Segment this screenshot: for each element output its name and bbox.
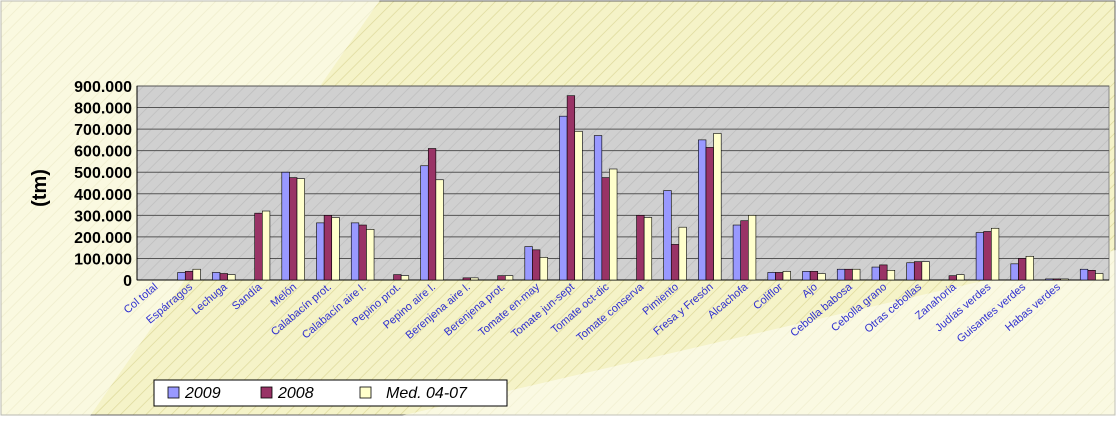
bar-2009 xyxy=(524,246,533,281)
bar-med-04-07 xyxy=(643,217,653,281)
bar-2008 xyxy=(1018,258,1027,281)
bar-2008 xyxy=(879,264,888,281)
bar-2009 xyxy=(593,135,603,281)
bar-2008 xyxy=(462,277,471,281)
bar-2008 xyxy=(323,215,333,281)
bar-2008 xyxy=(948,275,957,281)
bar-med-04-07 xyxy=(261,210,271,281)
y-tick-label: 0 xyxy=(123,273,132,290)
bar-med-04-07 xyxy=(782,271,791,281)
bar-2008 xyxy=(289,177,298,281)
bar-2008 xyxy=(219,273,228,281)
bar-med-04-07 xyxy=(1025,255,1034,281)
bar-med-04-07 xyxy=(886,269,896,281)
legend-box xyxy=(153,379,508,407)
bars xyxy=(177,95,1104,281)
legend-swatch-2009 xyxy=(167,386,180,399)
bar-2009 xyxy=(871,266,880,281)
legend: 2009 2008 Med. 04-07 xyxy=(153,379,508,407)
legend-swatch-2008 xyxy=(260,386,273,399)
bar-2009 xyxy=(698,139,707,281)
y-tick-label: 100.000 xyxy=(74,251,132,268)
bar-med-04-07 xyxy=(713,133,722,281)
bar-2009 xyxy=(836,268,846,281)
bar-2009 xyxy=(1045,278,1054,281)
bar-med-04-07 xyxy=(331,217,340,281)
bar-med-04-07 xyxy=(1060,278,1069,281)
y-tick-label: 700.000 xyxy=(74,122,132,139)
y-tick-label: 200.000 xyxy=(74,230,132,247)
y-axis-title: (tm) xyxy=(29,169,51,207)
y-tick-label: 600.000 xyxy=(74,144,132,161)
y-tick-label: 400.000 xyxy=(74,187,132,204)
bar-med-04-07 xyxy=(227,274,236,281)
bar-2009 xyxy=(767,272,776,281)
bar-2008 xyxy=(809,271,819,281)
bar-2009 xyxy=(212,272,221,281)
bar-2008 xyxy=(740,220,749,281)
bar-2008 xyxy=(636,215,645,281)
bar-2008 xyxy=(254,212,263,281)
bar-med-04-07 xyxy=(990,227,1000,281)
bar-med-04-07 xyxy=(956,274,965,281)
y-tick-label: 500.000 xyxy=(74,165,132,182)
bar-2009 xyxy=(906,262,915,281)
y-tick-label: 800.000 xyxy=(74,101,132,118)
bar-2008 xyxy=(670,244,680,281)
bar-2009 xyxy=(1010,263,1019,281)
bar-2009 xyxy=(420,165,429,281)
legend-label-2008: 2008 xyxy=(277,385,314,402)
bar-2009 xyxy=(316,222,325,281)
bar-2008 xyxy=(983,231,992,281)
bar-2009 xyxy=(663,190,672,281)
bar-2008 xyxy=(1087,269,1096,281)
legend-swatch-med xyxy=(359,386,372,399)
bar-2008 xyxy=(844,268,853,281)
bar-2008 xyxy=(393,274,402,281)
bar-2009 xyxy=(177,272,186,281)
bar-med-04-07 xyxy=(921,261,930,281)
bar-2009 xyxy=(802,271,811,281)
bar-2009 xyxy=(559,115,568,281)
bar-2008 xyxy=(705,147,714,281)
bar-2008 xyxy=(427,148,437,281)
bar-2008 xyxy=(532,249,541,281)
bar-med-04-07 xyxy=(678,226,687,281)
bar-2008 xyxy=(566,95,576,281)
legend-label-2009: 2009 xyxy=(184,385,221,402)
bar-2008 xyxy=(1052,278,1062,281)
bar-2009 xyxy=(281,171,290,281)
bar-med-04-07 xyxy=(574,130,583,281)
bar-med-04-07 xyxy=(817,273,826,281)
bar-med-04-07 xyxy=(1095,273,1104,281)
bar-2009 xyxy=(1079,268,1089,281)
legend-label-med: Med. 04-07 xyxy=(386,385,468,402)
bar-med-04-07 xyxy=(539,257,548,281)
bar-med-04-07 xyxy=(296,178,305,281)
chart-background-band xyxy=(400,250,1116,416)
bar-2008 xyxy=(358,224,367,281)
bar-med-04-07 xyxy=(609,168,618,281)
bar-med-04-07 xyxy=(747,215,757,281)
bar-2008 xyxy=(775,272,784,281)
bar-med-04-07 xyxy=(852,268,861,281)
bar-2008 xyxy=(913,261,923,281)
bar-med-04-07 xyxy=(400,275,410,281)
bar-2009 xyxy=(350,222,360,281)
bar-2009 xyxy=(732,224,741,281)
bar-2008 xyxy=(601,177,610,281)
bar-med-04-07 xyxy=(192,268,201,281)
bar-2009 xyxy=(975,232,984,281)
bar-med-04-07 xyxy=(435,179,444,281)
bar-med-04-07 xyxy=(504,275,514,281)
y-tick-label: 900.000 xyxy=(74,79,132,96)
bar-med-04-07 xyxy=(470,277,479,281)
bar-med-04-07 xyxy=(366,229,375,281)
bar-2008 xyxy=(497,275,506,281)
y-tick-label: 300.000 xyxy=(74,208,132,225)
bar-2008 xyxy=(184,271,194,281)
